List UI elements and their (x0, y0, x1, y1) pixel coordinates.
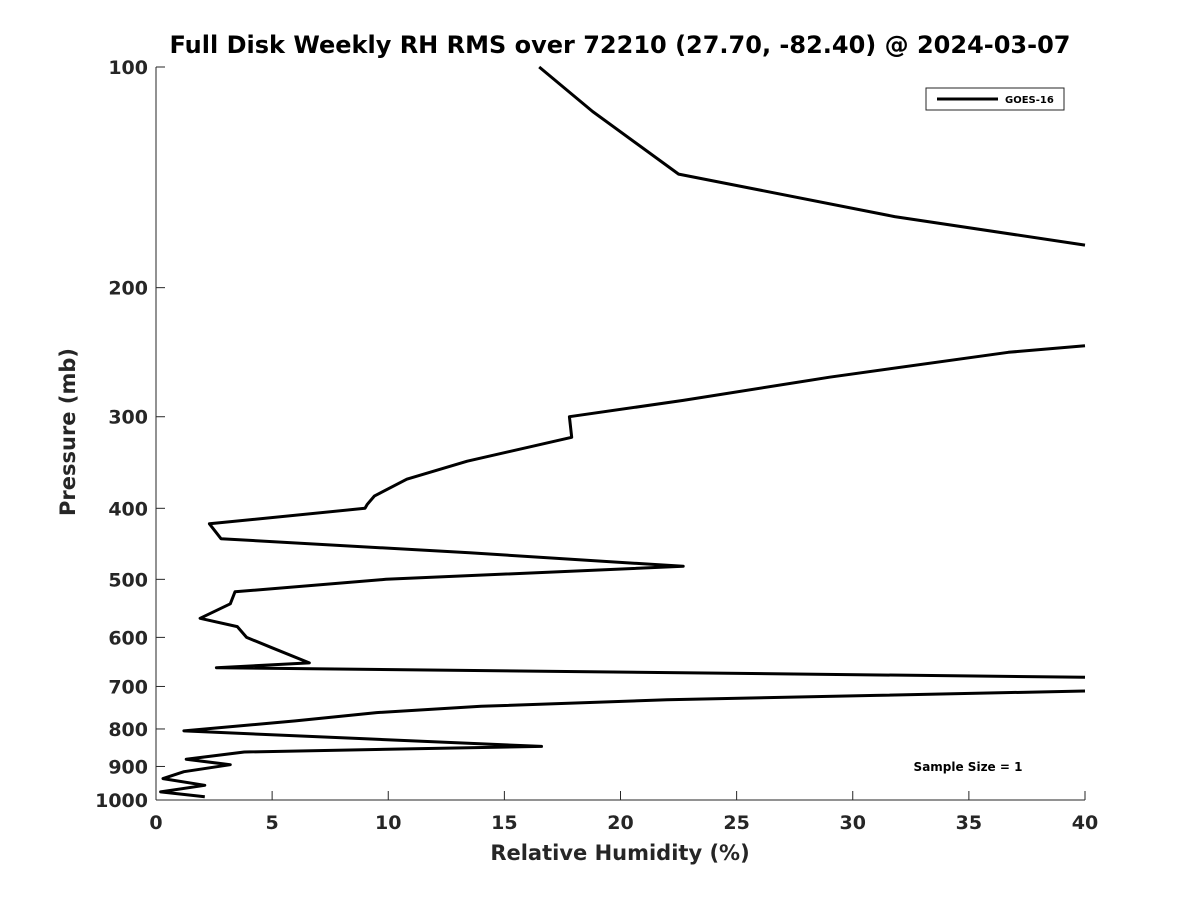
x-tick-label: 30 (840, 812, 866, 834)
y-tick-label: 900 (108, 756, 148, 778)
x-tick-label: 35 (956, 812, 982, 834)
legend: GOES-16 (925, 87, 1065, 111)
y-tick-label: 600 (108, 627, 148, 649)
y-axis-label: Pressure (mb) (56, 348, 80, 516)
y-tick-label: 100 (108, 57, 148, 79)
y-tick-label: 1000 (95, 790, 148, 812)
series-line-goes-16 (538, 65, 1086, 247)
x-tick-label: 15 (491, 812, 517, 834)
x-tick-label: 20 (607, 812, 633, 834)
y-tick-label: 500 (108, 569, 148, 591)
x-tick-label: 40 (1072, 812, 1098, 834)
y-tick-label: 300 (108, 407, 148, 429)
sample-size-annotation: Sample Size = 1 (914, 760, 1023, 774)
x-tick-label: 0 (149, 812, 162, 834)
y-tick-label: 700 (108, 676, 148, 698)
x-tick-label: 25 (723, 812, 749, 834)
chart-title: Full Disk Weekly RH RMS over 72210 (27.7… (169, 31, 1070, 59)
legend-entry-goes-16: GOES-16 (1005, 95, 1054, 106)
x-axis-label: Relative Humidity (%) (490, 841, 749, 865)
series-line-goes-16 (198, 344, 1086, 679)
y-tick-label: 400 (108, 498, 148, 520)
x-tick-label: 5 (266, 812, 279, 834)
series-line-goes-16 (159, 689, 1086, 799)
plot-lines (159, 65, 1086, 799)
y-axis-ticks: 100 200 300 400 500 600 700 800 900 1000 (95, 57, 165, 812)
x-tick-label: 10 (375, 812, 401, 834)
y-tick-label: 800 (108, 719, 148, 741)
x-axis-ticks: 0 5 10 15 20 25 30 35 40 (149, 791, 1098, 834)
y-tick-label: 200 (108, 278, 148, 300)
